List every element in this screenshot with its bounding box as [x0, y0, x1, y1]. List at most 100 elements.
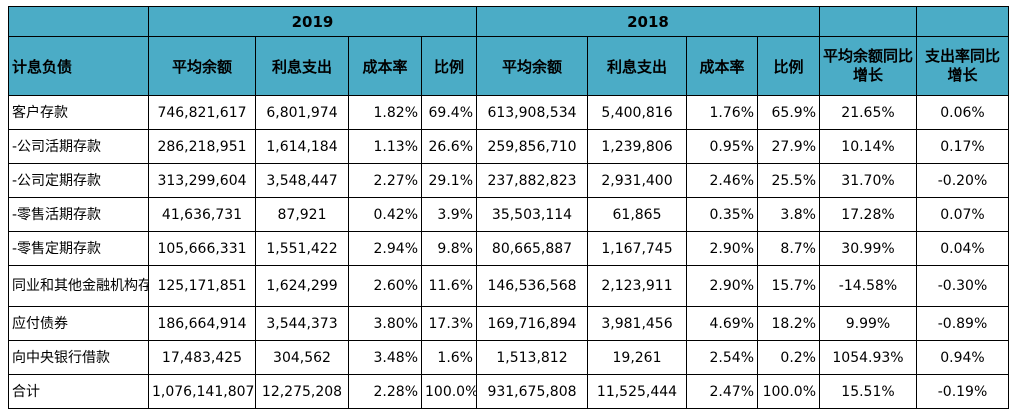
avg-balance-2019: 746,821,617 — [148, 95, 256, 130]
table-row: 客户存款 746,821,617 6,801,974 1.82% 69.4% 6… — [8, 95, 1009, 130]
header-corner-cell — [8, 6, 149, 37]
avg-balance-2019: 125,171,851 — [148, 265, 256, 307]
interest-2019: 1,551,422 — [255, 231, 349, 266]
avg-balance-2018: 35,503,114 — [476, 197, 588, 232]
ratio-2018: 8.7% — [757, 231, 820, 266]
header-blank-cell — [819, 6, 917, 37]
interest-2019: 3,544,373 — [255, 306, 349, 341]
yoy-avg-balance: 15.51% — [819, 374, 917, 409]
col-header-cost-rate-2019: 成本率 — [348, 36, 422, 96]
ratio-2019: 29.1% — [421, 163, 477, 198]
yoy-rate: 0.07% — [916, 197, 1009, 232]
table-row: 应付债券 186,664,914 3,544,373 3.80% 17.3% 1… — [8, 306, 1009, 341]
interest-2019: 12,275,208 — [255, 374, 349, 409]
interest-2019: 304,562 — [255, 340, 349, 375]
avg-balance-2018: 259,856,710 — [476, 129, 588, 164]
cost-rate-2018: 0.35% — [686, 197, 758, 232]
interest-2018: 61,865 — [587, 197, 687, 232]
interest-bearing-liabilities-table: 2019 2018 计息负债 平均余额 利息支出 成本率 比例 平均余额 利息支… — [8, 6, 1009, 409]
row-label: -零售活期存款 — [8, 197, 149, 232]
ratio-2019: 1.6% — [421, 340, 477, 375]
yoy-rate: -0.19% — [916, 374, 1009, 409]
avg-balance-2018: 80,665,887 — [476, 231, 588, 266]
ratio-2019: 100.0% — [421, 374, 477, 409]
avg-balance-2018: 931,675,808 — [476, 374, 588, 409]
cost-rate-2018: 2.47% — [686, 374, 758, 409]
table-row: 合计 1,076,141,807 12,275,208 2.28% 100.0%… — [8, 374, 1009, 409]
table-row: -零售定期存款 105,666,331 1,551,422 2.94% 9.8%… — [8, 231, 1009, 266]
avg-balance-2018: 237,882,823 — [476, 163, 588, 198]
row-label: 向中央银行借款 — [8, 340, 149, 375]
interest-2018: 11,525,444 — [587, 374, 687, 409]
ratio-2019: 11.6% — [421, 265, 477, 307]
yoy-rate: 0.06% — [916, 95, 1009, 130]
column-header-row: 计息负债 平均余额 利息支出 成本率 比例 平均余额 利息支出 成本率 比例 平… — [8, 36, 1009, 96]
yoy-rate: -0.30% — [916, 265, 1009, 307]
interest-2019: 6,801,974 — [255, 95, 349, 130]
avg-balance-2018: 146,536,568 — [476, 265, 588, 307]
interest-2019: 1,624,299 — [255, 265, 349, 307]
ratio-2018: 3.8% — [757, 197, 820, 232]
row-label: -公司定期存款 — [8, 163, 149, 198]
cost-rate-2019: 2.27% — [348, 163, 422, 198]
col-header-avg-balance-2019: 平均余额 — [148, 36, 256, 96]
col-header-yoy-avg-balance: 平均余额同比增长 — [819, 36, 917, 96]
cost-rate-2018: 2.90% — [686, 265, 758, 307]
col-header-interest-2018: 利息支出 — [587, 36, 687, 96]
yoy-rate: 0.17% — [916, 129, 1009, 164]
yoy-avg-balance: -14.58% — [819, 265, 917, 307]
interest-2019: 87,921 — [255, 197, 349, 232]
cost-rate-2019: 1.13% — [348, 129, 422, 164]
table-row: -公司活期存款 286,218,951 1,614,184 1.13% 26.6… — [8, 129, 1009, 164]
avg-balance-2018: 613,908,534 — [476, 95, 588, 130]
cost-rate-2019: 2.28% — [348, 374, 422, 409]
cost-rate-2019: 1.82% — [348, 95, 422, 130]
avg-balance-2018: 1,513,812 — [476, 340, 588, 375]
cost-rate-2019: 3.80% — [348, 306, 422, 341]
col-header-ratio-2019: 比例 — [421, 36, 477, 96]
col-header-interest-2019: 利息支出 — [255, 36, 349, 96]
cost-rate-2018: 0.95% — [686, 129, 758, 164]
row-label: 同业和其他金融机构存拆放款项 — [8, 265, 149, 307]
avg-balance-2019: 17,483,425 — [148, 340, 256, 375]
row-label: -公司活期存款 — [8, 129, 149, 164]
cost-rate-2018: 2.54% — [686, 340, 758, 375]
interest-2018: 3,981,456 — [587, 306, 687, 341]
cost-rate-2019: 2.60% — [348, 265, 422, 307]
col-header-ratio-2018: 比例 — [757, 36, 820, 96]
yoy-avg-balance: 30.99% — [819, 231, 917, 266]
avg-balance-2019: 105,666,331 — [148, 231, 256, 266]
col-header-yoy-rate: 支出率同比增长 — [916, 36, 1009, 96]
interest-2018: 5,400,816 — [587, 95, 687, 130]
ratio-2018: 100.0% — [757, 374, 820, 409]
avg-balance-2019: 41,636,731 — [148, 197, 256, 232]
avg-balance-2019: 186,664,914 — [148, 306, 256, 341]
row-label: 客户存款 — [8, 95, 149, 130]
year-header-row: 2019 2018 — [8, 6, 1009, 37]
yoy-avg-balance: 31.70% — [819, 163, 917, 198]
interest-2018: 2,123,911 — [587, 265, 687, 307]
row-label: -零售定期存款 — [8, 231, 149, 266]
row-label: 合计 — [8, 374, 149, 409]
interest-2019: 1,614,184 — [255, 129, 349, 164]
col-header-cost-rate-2018: 成本率 — [686, 36, 758, 96]
cost-rate-2018: 2.90% — [686, 231, 758, 266]
interest-2019: 3,548,447 — [255, 163, 349, 198]
interest-2018: 1,239,806 — [587, 129, 687, 164]
yoy-rate: 0.94% — [916, 340, 1009, 375]
yoy-rate: -0.89% — [916, 306, 1009, 341]
ratio-2019: 17.3% — [421, 306, 477, 341]
avg-balance-2019: 1,076,141,807 — [148, 374, 256, 409]
table-row: 向中央银行借款 17,483,425 304,562 3.48% 1.6% 1,… — [8, 340, 1009, 375]
interest-2018: 1,167,745 — [587, 231, 687, 266]
ratio-2018: 0.2% — [757, 340, 820, 375]
col-header-item: 计息负债 — [8, 36, 149, 96]
ratio-2019: 3.9% — [421, 197, 477, 232]
col-header-avg-balance-2018: 平均余额 — [476, 36, 588, 96]
cost-rate-2019: 0.42% — [348, 197, 422, 232]
yoy-avg-balance: 21.65% — [819, 95, 917, 130]
cost-rate-2018: 1.76% — [686, 95, 758, 130]
ratio-2018: 18.2% — [757, 306, 820, 341]
ratio-2018: 25.5% — [757, 163, 820, 198]
avg-balance-2018: 169,716,894 — [476, 306, 588, 341]
